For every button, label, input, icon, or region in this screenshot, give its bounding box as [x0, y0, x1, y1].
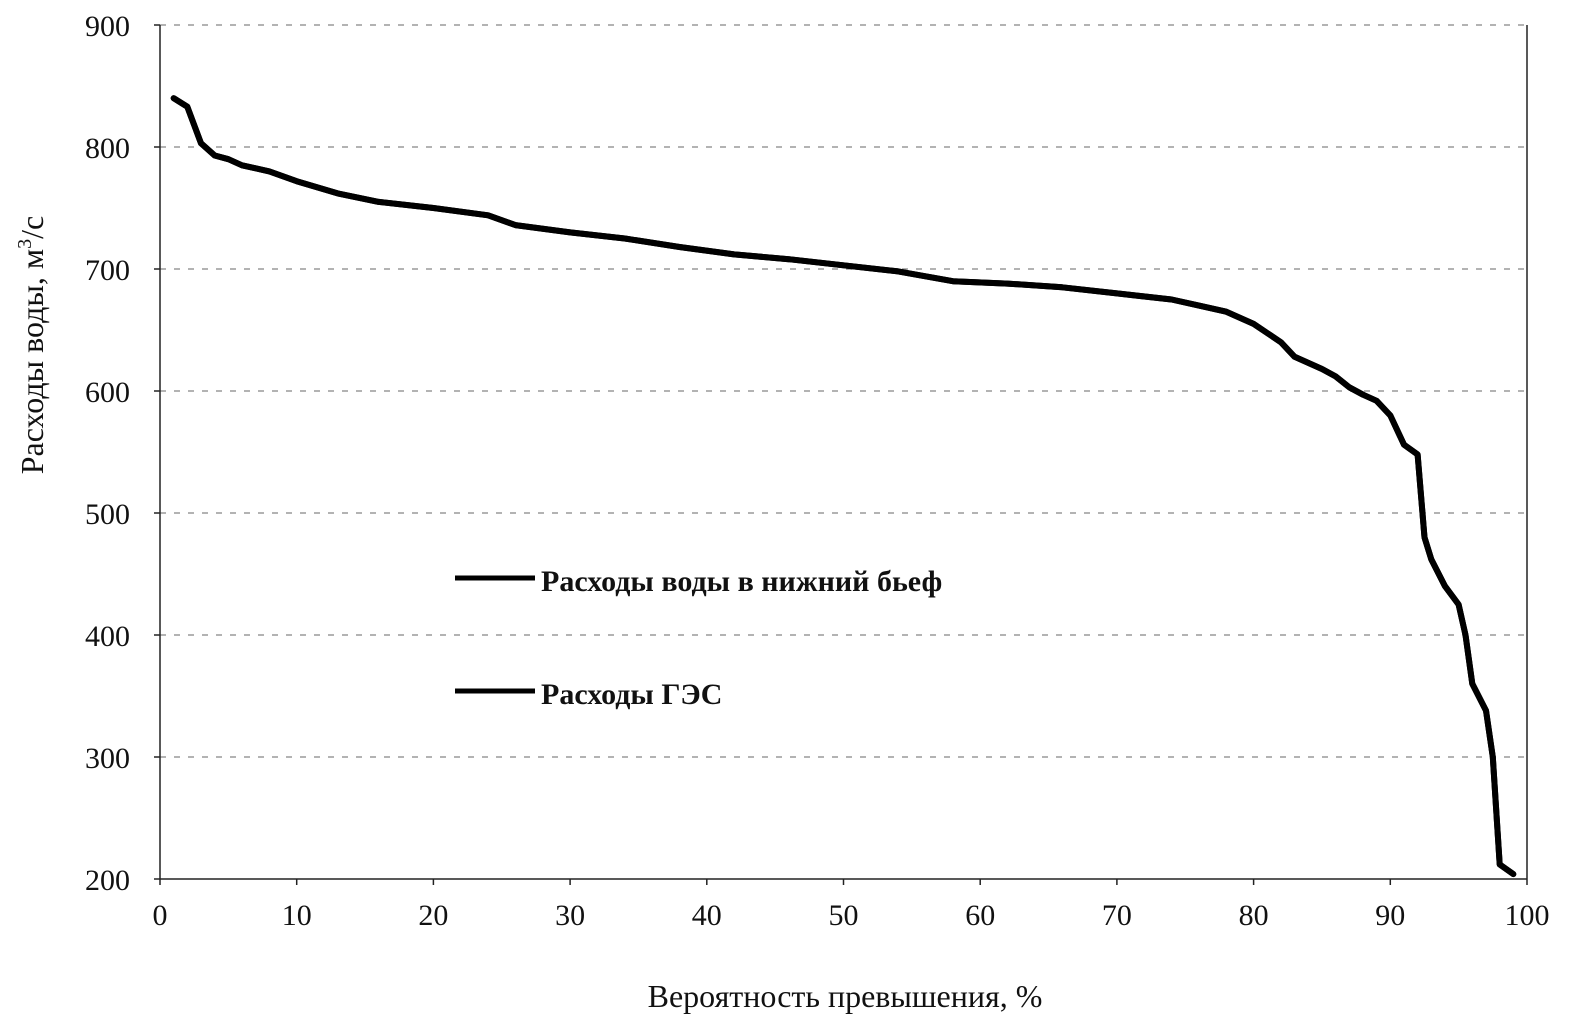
y-tick-label-700: 700: [85, 254, 130, 287]
series-line-1: [170, 95, 1517, 878]
y-tick-labels: 200 300 400 500 600 700 800 900: [85, 10, 130, 897]
x-tick-label-90: 90: [1375, 899, 1405, 932]
legend: Расходы воды в нижний бьеф Расходы ГЭС: [455, 565, 942, 711]
x-axis-title: Вероятность превышения, %: [648, 978, 1043, 1014]
x-tick-label-20: 20: [418, 899, 448, 932]
x-tick-label-30: 30: [555, 899, 585, 932]
y-tick-label-400: 400: [85, 620, 130, 653]
x-tick-label-50: 50: [829, 899, 859, 932]
y-axis-title-superscript: 3: [14, 239, 36, 249]
series-layer: [170, 95, 1517, 878]
x-tick-labels: 0 10 20 30 40 50 60 70 80 90 100: [153, 899, 1550, 932]
y-axis-title-main: Расходы воды, м: [14, 249, 50, 474]
y-tick-label-600: 600: [85, 376, 130, 409]
y-tick-label-300: 300: [85, 742, 130, 775]
x-tick-label-0: 0: [153, 899, 168, 932]
legend-label-0: Расходы воды в нижний бьеф: [541, 565, 942, 598]
y-tick-label-900: 900: [85, 10, 130, 43]
x-tick-label-100: 100: [1505, 899, 1550, 932]
axis-layer: [154, 24, 1528, 885]
grid-layer: [160, 24, 1527, 758]
x-tick-label-40: 40: [692, 899, 722, 932]
y-tick-label-200: 200: [85, 864, 130, 897]
x-tick-label-60: 60: [965, 899, 995, 932]
y-axis-title: Расходы воды, м3/с: [14, 216, 50, 475]
x-tick-label-80: 80: [1239, 899, 1269, 932]
x-tick-label-10: 10: [282, 899, 312, 932]
y-axis-title-tail: /с: [14, 216, 50, 239]
y-tick-label-500: 500: [85, 498, 130, 531]
legend-label-1: Расходы ГЭС: [541, 678, 722, 711]
y-tick-label-800: 800: [85, 132, 130, 165]
x-tick-label-70: 70: [1102, 899, 1132, 932]
